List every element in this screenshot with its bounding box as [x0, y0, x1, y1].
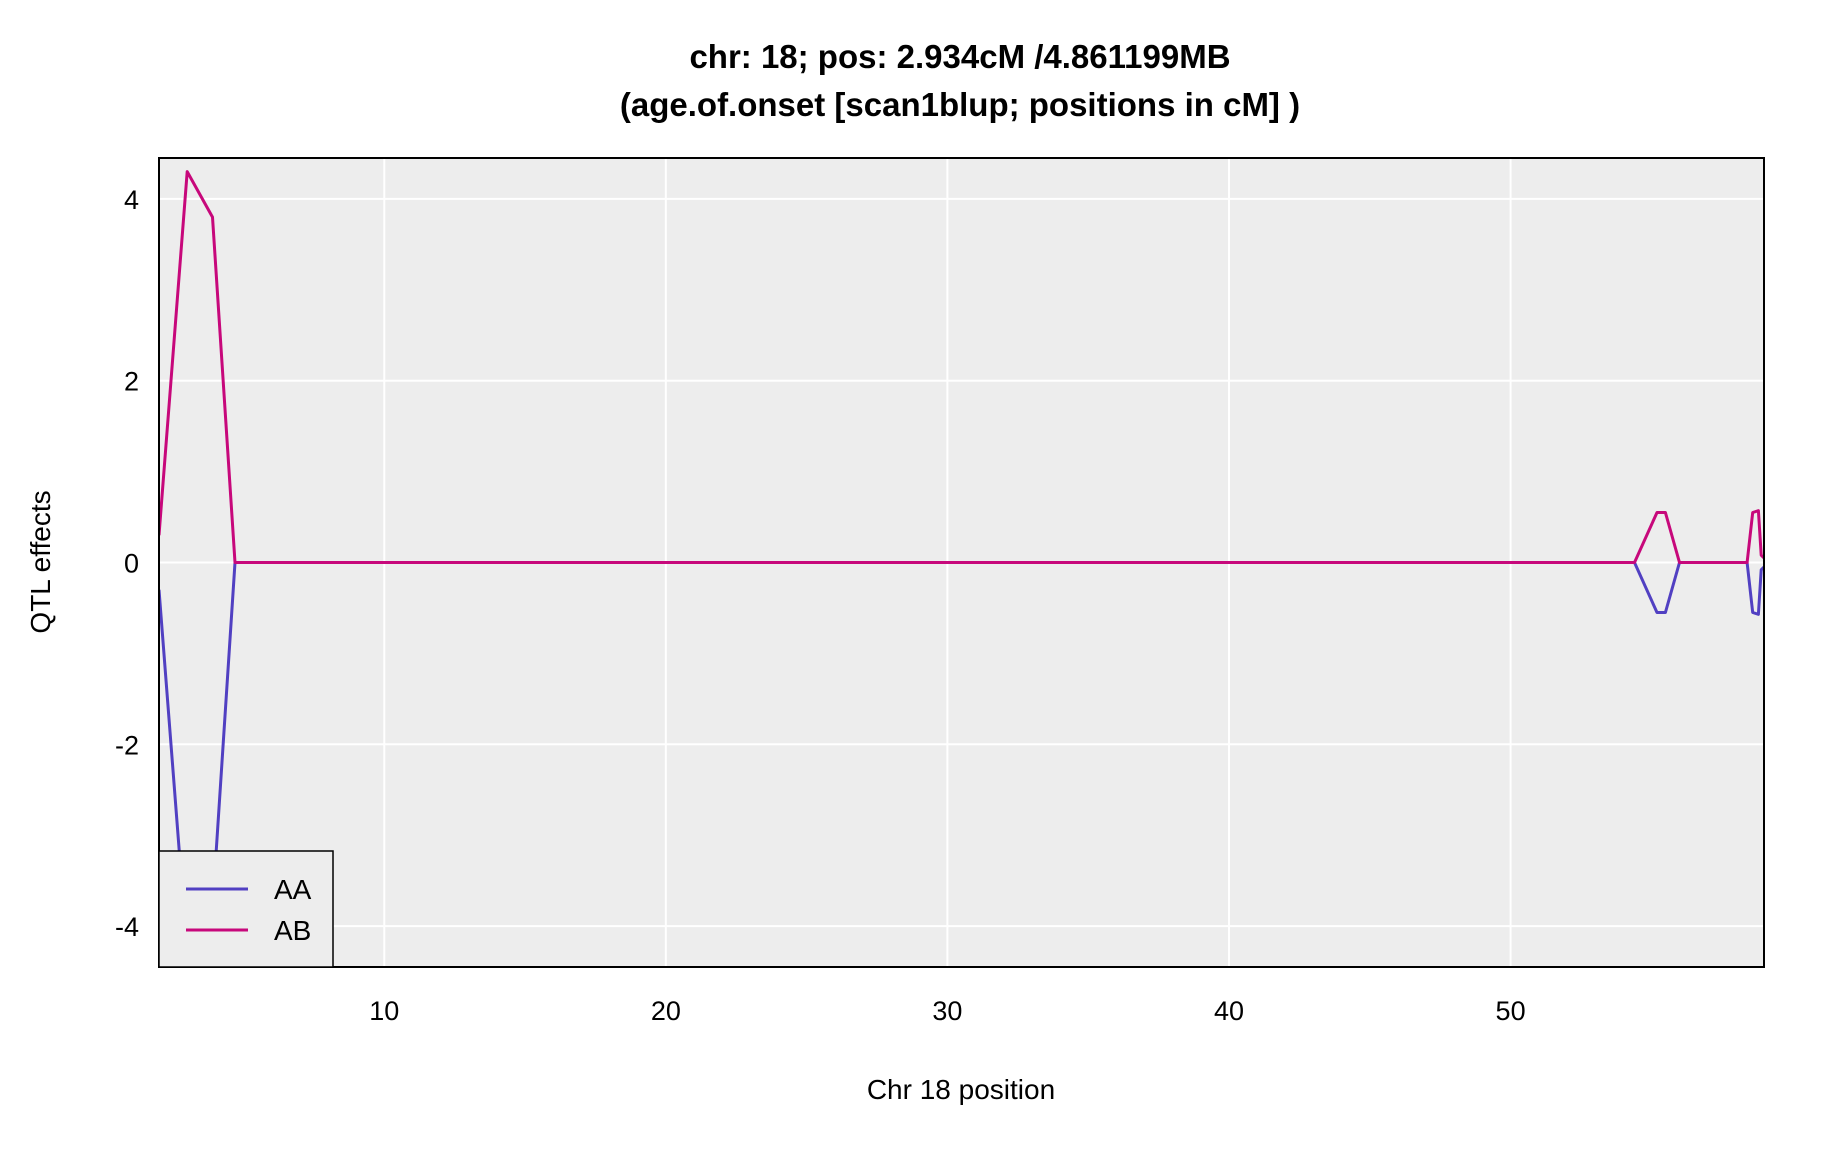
plot-frame: [158, 157, 1765, 968]
legend-label-ab: AB: [274, 915, 311, 946]
chart-title-line1: chr: 18; pos: 2.934cM /4.861199MB: [689, 38, 1230, 75]
series-line-ab: [159, 170, 1764, 564]
legend: AA AB: [158, 850, 334, 968]
y-axis-ticks: -4 -2 0 2 4: [115, 185, 139, 942]
y-tick-label: -4: [115, 912, 139, 942]
legend-label-aa: AA: [274, 874, 312, 905]
x-tick-label: 20: [651, 996, 681, 1026]
x-axis-label: Chr 18 position: [867, 1074, 1055, 1105]
x-axis-ticks: 10 20 30 40 50: [369, 996, 1525, 1026]
y-tick-label: 2: [124, 367, 139, 397]
x-tick-label: 50: [1496, 996, 1526, 1026]
x-tick-label: 40: [1214, 996, 1244, 1026]
legend-box: [158, 850, 334, 968]
x-tick-label: 30: [932, 996, 962, 1026]
y-tick-label: -2: [115, 730, 139, 760]
y-tick-label: 4: [124, 185, 139, 215]
y-axis-label: QTL effects: [25, 490, 56, 633]
x-tick-label: 10: [369, 996, 399, 1026]
chart-title-line2: (age.of.onset [scan1blup; positions in c…: [620, 86, 1300, 123]
y-tick-label: 0: [124, 549, 139, 579]
